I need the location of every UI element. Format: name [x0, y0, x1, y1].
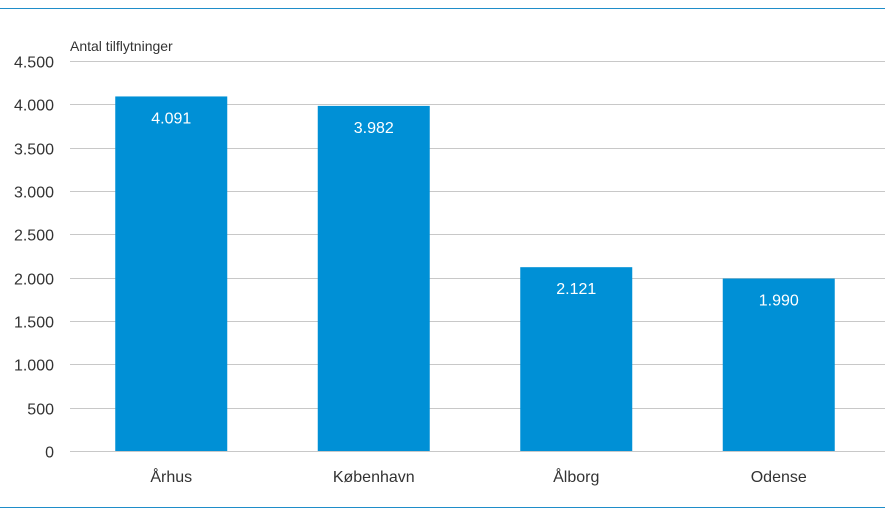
y-tick-label: 2.000	[14, 272, 54, 289]
x-tick-label: Ålborg	[553, 467, 599, 486]
y-tick-label: 1.000	[14, 358, 54, 375]
y-tick-label: 4.000	[14, 98, 54, 115]
y-axis-tick-labels: 0 500 1.000 1.500 2.000 2.500 3.000 3.500 4.000 4…	[14, 55, 54, 462]
bar	[317, 105, 430, 451]
x-axis-tick-labels: Århus København Ålborg Odense	[150, 467, 807, 486]
bar	[722, 278, 835, 451]
x-tick-label: Odense	[751, 469, 807, 486]
x-tick-label: København	[333, 469, 415, 486]
y-tick-label: 2.500	[14, 228, 54, 245]
x-tick-label: Århus	[150, 467, 192, 486]
bar-value-label: 1.990	[759, 293, 799, 310]
bar	[115, 96, 228, 452]
y-tick-label: 500	[27, 402, 54, 419]
y-tick-label: 0	[45, 445, 54, 462]
bar-value-label: 4.091	[151, 110, 191, 127]
y-tick-label: 3.500	[14, 142, 54, 159]
bar-value-label: 3.982	[354, 120, 394, 137]
y-axis-label: Antal tilflytninger	[70, 38, 173, 54]
y-tick-label: 4.500	[14, 55, 54, 72]
bars	[115, 96, 835, 452]
bar	[520, 267, 633, 451]
y-tick-label: 3.000	[14, 185, 54, 202]
bar-value-label: 2.121	[556, 281, 596, 298]
top-border-line	[0, 8, 885, 9]
y-tick-label: 1.500	[14, 315, 54, 332]
bar-value-labels: 4.091 3.982 2.121 1.990	[151, 110, 799, 309]
bottom-border-line	[0, 507, 885, 508]
